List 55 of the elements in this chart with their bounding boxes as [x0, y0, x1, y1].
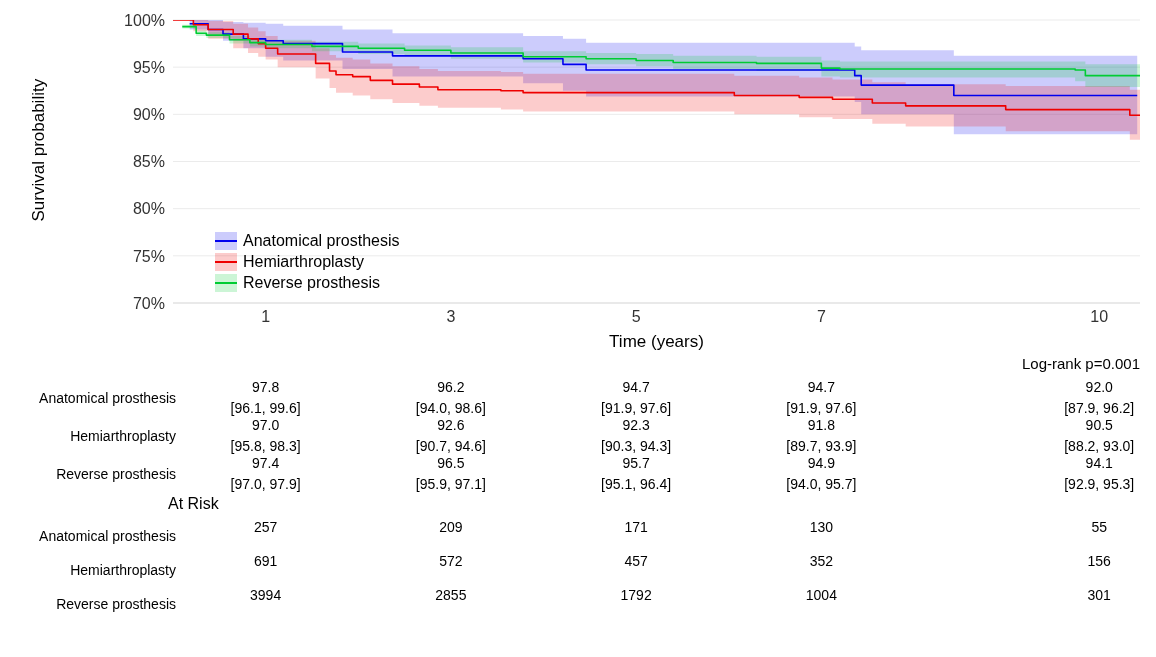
x-tick-label: 10	[1090, 308, 1109, 326]
text: 94.9 [94.0, 95.7]	[786, 455, 857, 492]
text: 92.0 [87.9, 96.2]	[1064, 379, 1135, 416]
text: 91.8 [89.7, 93.9]	[786, 417, 857, 454]
text: 2855	[435, 587, 467, 603]
y-axis-title: Survival probability	[29, 78, 49, 222]
x-tick-label: 7	[816, 308, 826, 326]
y-tick-label: 90%	[132, 106, 165, 124]
text: 95.7 [95.1, 96.4]	[601, 455, 672, 492]
legend-label: Anatomical prosthesis	[243, 231, 400, 250]
text: 171	[624, 519, 648, 535]
text: 572	[439, 553, 463, 569]
text: 301	[1087, 587, 1111, 603]
legend-label: Reverse prosthesis	[243, 273, 380, 292]
text: 3994	[250, 587, 282, 603]
category-label: Anatomical prosthesis	[39, 528, 176, 544]
text: 257	[253, 519, 278, 535]
text: 156	[1087, 553, 1111, 569]
category-label: Hemiarthroplasty	[70, 562, 176, 578]
text: 97.0 [95.8, 98.3]	[230, 417, 301, 454]
x-tick-label: 1	[261, 308, 271, 326]
text: 92.6 [90.7, 94.6]	[415, 417, 486, 454]
y-tick-label: 80%	[132, 200, 165, 218]
x-tick-label: 5	[631, 308, 641, 326]
y-tick-label: 70%	[132, 294, 165, 312]
category-label: Reverse prosthesis	[56, 466, 176, 482]
text: 457	[624, 553, 648, 569]
y-tick-label: 85%	[132, 153, 165, 171]
text: 92.3 [90.3, 94.3]	[601, 417, 672, 454]
text: 1792	[620, 587, 652, 603]
text: 97.4 [97.0, 97.9]	[230, 455, 301, 492]
y-tick-label: 75%	[132, 247, 165, 265]
text: 55	[1091, 519, 1108, 535]
text: 96.5 [95.9, 97.1]	[415, 455, 486, 492]
x-axis-title: Time (years)	[609, 332, 704, 351]
text: 94.7 [91.9, 97.6]	[786, 379, 857, 416]
y-tick-label: 100%	[124, 11, 165, 29]
text: 1004	[805, 587, 837, 603]
text: 209	[439, 519, 463, 535]
legend-label: Hemiarthroplasty	[243, 252, 364, 271]
text: 94.7 [91.9, 97.6]	[601, 379, 672, 416]
text: Log-rank p=0.001	[1021, 355, 1140, 372]
text: At Risk	[168, 495, 219, 513]
category-label: Reverse prosthesis	[56, 596, 176, 612]
text: 130	[809, 519, 834, 535]
text: 97.8 [96.1, 99.6]	[230, 379, 301, 416]
text: 94.1 [92.9, 95.3]	[1064, 455, 1135, 492]
y-tick-label: 95%	[132, 58, 165, 76]
text: 96.2 [94.0, 98.6]	[415, 379, 486, 416]
category-label: Anatomical prosthesis	[39, 390, 176, 406]
text: 691	[253, 553, 278, 569]
text: 352	[809, 553, 834, 569]
category-label: Hemiarthroplasty	[70, 428, 176, 444]
x-tick-label: 3	[446, 308, 456, 326]
text: 90.5 [88.2, 93.0]	[1064, 417, 1135, 454]
